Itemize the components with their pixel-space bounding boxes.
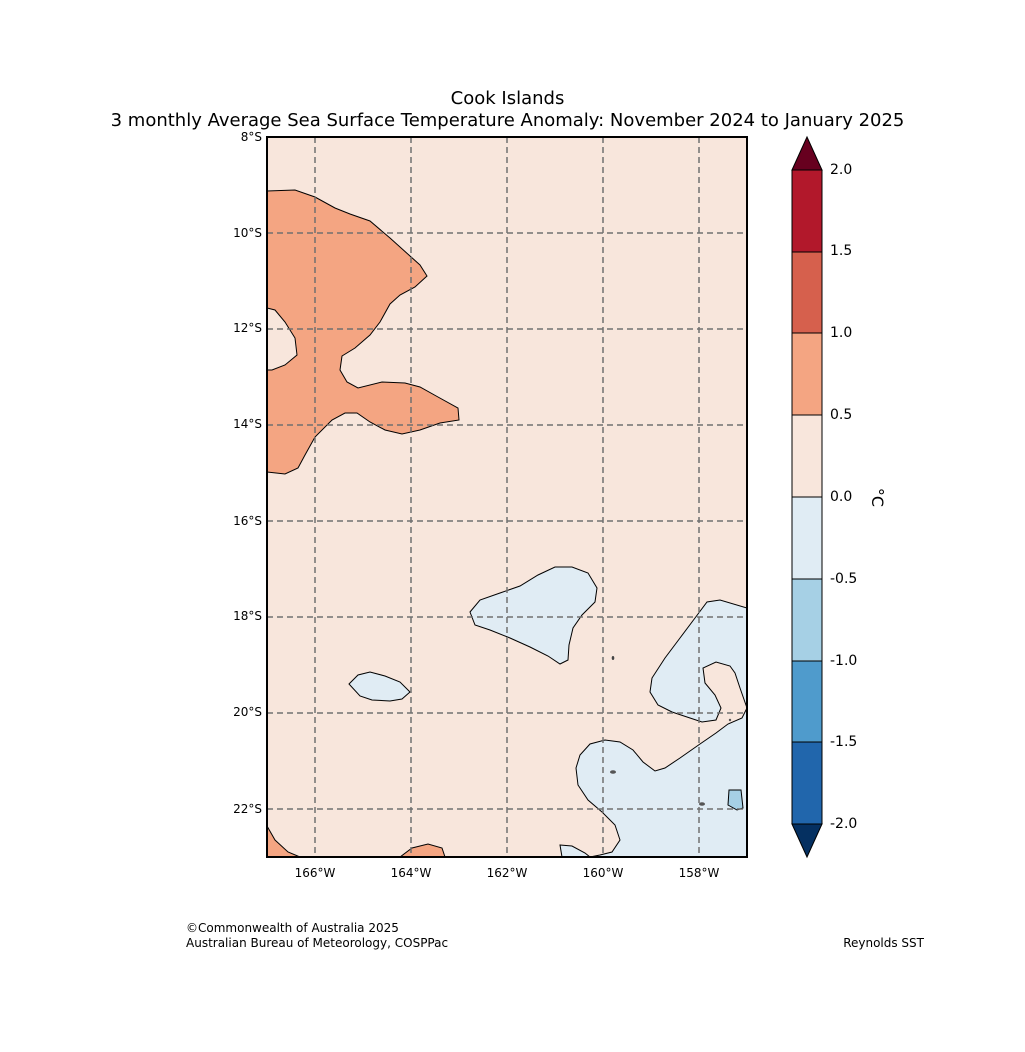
- cool-anomaly-southeast-region: [575, 599, 747, 857]
- copyright-text: ©Commonwealth of Australia 2025: [186, 921, 399, 935]
- colorbar-band: [791, 251, 823, 334]
- island-marker: [610, 770, 616, 774]
- lat-label-14s: 14°S: [233, 417, 262, 431]
- colorbar-band: [791, 741, 823, 825]
- colorbar-tick-label: 0.5: [830, 407, 853, 423]
- cool-anomaly-southwest-sliver: [559, 844, 591, 857]
- cool-anomaly-west-patch: [348, 671, 411, 702]
- map-subtitle: 3 monthly Average Sea Surface Temperatur…: [110, 110, 905, 131]
- lon-label-158w: 158°W: [678, 866, 720, 880]
- agency-text: Australian Bureau of Meteorology, COSPPa…: [186, 936, 449, 950]
- colorbar: [791, 135, 823, 859]
- colorbar-extend-high: [791, 135, 823, 171]
- data-source-text: Reynolds SST: [843, 936, 924, 950]
- lon-label-164w: 164°W: [390, 866, 432, 880]
- colorbar-tick-label: -1.0: [830, 653, 858, 669]
- warm-anomaly-bottom-patch: [399, 843, 446, 857]
- lon-label-160w: 160°W: [582, 866, 624, 880]
- colorbar-tick-label: -0.5: [830, 571, 858, 587]
- lat-label-20s: 20°S: [233, 705, 262, 719]
- colorbar-tick-label: 0.0: [830, 489, 853, 505]
- lat-label-18s: 18°S: [233, 609, 262, 623]
- lon-label-162w: 162°W: [486, 866, 528, 880]
- colorbar-tick-label: 1.0: [830, 325, 853, 341]
- colorbar-band: [791, 660, 823, 743]
- lat-label-10s: 10°S: [233, 226, 262, 240]
- lat-label-22s: 22°S: [233, 802, 262, 816]
- colorbar-tick-label: 2.0: [830, 162, 853, 178]
- colorbar-unit-label: °C: [868, 487, 888, 508]
- island-marker: [611, 656, 615, 660]
- colorbar-band: [791, 578, 823, 662]
- island-marker: [692, 711, 696, 715]
- colorbar-band: [791, 169, 823, 253]
- colorbar-tick-label: -2.0: [830, 816, 858, 832]
- island-marker: [728, 718, 732, 722]
- lat-label-16s: 16°S: [233, 514, 262, 528]
- map-frame: [266, 136, 748, 858]
- colorbar-band: [791, 332, 823, 416]
- colorbar-band: [791, 414, 823, 498]
- cool-anomaly-central-region: [469, 566, 598, 665]
- island-marker: [699, 802, 705, 806]
- lat-label-8s: 8°S: [240, 130, 262, 144]
- warm-anomaly-corner-region: [267, 824, 301, 857]
- neutral-inset-region: [267, 307, 298, 371]
- colorbar-tick-label: -1.5: [830, 734, 858, 750]
- map-title: Cook Islands: [450, 88, 565, 109]
- colorbar-extend-low: [791, 823, 823, 859]
- lat-label-12s: 12°S: [233, 321, 262, 335]
- colorbar-tick-label: 1.5: [830, 243, 853, 259]
- lon-label-166w: 166°W: [294, 866, 336, 880]
- gridlines: [267, 137, 747, 857]
- colorbar-band: [791, 496, 823, 580]
